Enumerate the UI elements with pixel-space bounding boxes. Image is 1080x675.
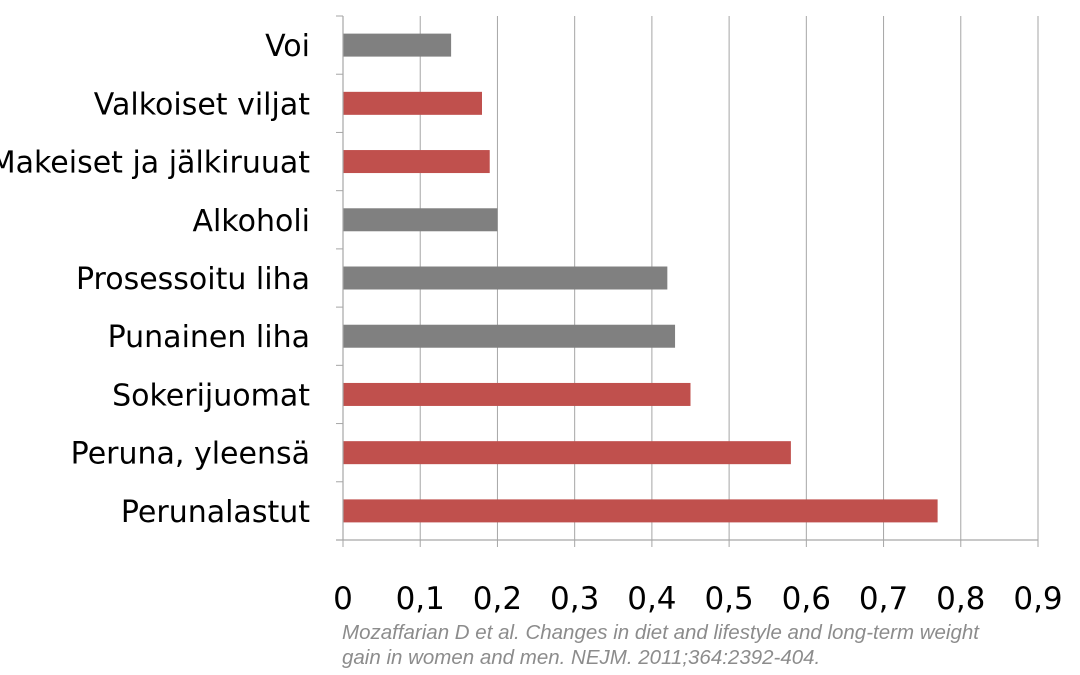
bar [343, 324, 676, 348]
tick-labels: 0 0,1 0,2 0,3 0,4 0,5 0,6 0,7 0,8 0,9 [333, 581, 1063, 617]
category-labels: Voi Valkoiset viljat Makeiset ja jälkiruua… [0, 29, 310, 530]
citation-line-2: gain in women and men. NEJM. 2011;364:23… [342, 646, 821, 669]
category-label: Valkoiset viljat [94, 87, 310, 122]
x-tick-label: 0,8 [936, 581, 985, 617]
bars [343, 33, 938, 523]
category-label: Alkoholi [192, 204, 310, 239]
x-tick-label: 0,9 [1013, 581, 1062, 617]
x-tick-label: 0 [333, 581, 353, 617]
gridlines [419, 16, 1039, 540]
category-label: Voi [265, 29, 310, 64]
x-tick-label: 0,3 [550, 581, 599, 617]
category-label: Peruna, yleensä [71, 437, 310, 472]
bar [343, 208, 498, 232]
axes [336, 15, 1039, 547]
category-label: Perunalastut [121, 495, 310, 530]
bar [343, 33, 452, 57]
bar [343, 150, 490, 174]
category-label: Makeiset ja jälkiruuat [0, 146, 310, 181]
citation: Mozaffarian D et al. Changes in diet and… [342, 620, 1062, 670]
x-tick-label: 0,5 [704, 581, 753, 617]
bar [343, 499, 938, 523]
x-tick-label: 0,2 [473, 581, 522, 617]
bar [343, 266, 668, 290]
category-label: Punainen liha [108, 320, 310, 355]
x-tick-label: 0,4 [627, 581, 676, 617]
bar [343, 441, 791, 465]
citation-line-1: Mozaffarian D et al. Changes in diet and… [342, 621, 979, 644]
x-tick-label: 0,1 [396, 581, 445, 617]
bar [343, 382, 691, 406]
category-label: Sokerijuomat [112, 378, 310, 413]
x-tick-label: 0,6 [782, 581, 831, 617]
x-tick-label: 0,7 [859, 581, 908, 617]
category-label: Prosessoitu liha [76, 262, 310, 297]
bar [343, 91, 482, 115]
